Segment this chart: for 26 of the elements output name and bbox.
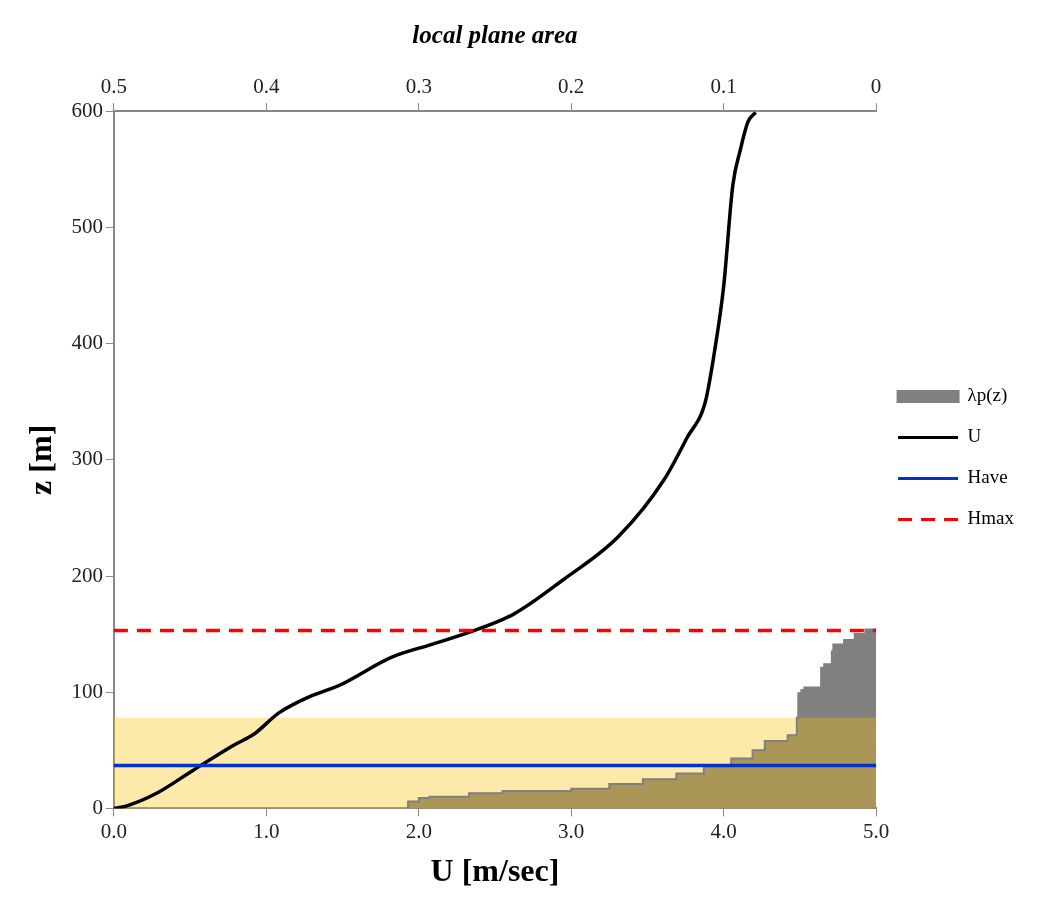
y-tick-label: 300 [71,446,103,471]
y-tick-label: 400 [71,330,103,355]
y-tick-label: 600 [71,97,103,122]
x2-tick-label: 0 [870,74,882,99]
y-tick-label: 500 [71,213,103,238]
x2-tick-label: 0.5 [100,74,128,99]
x-tick-label: 1.0 [253,818,280,843]
y-tick-label: 100 [71,678,103,703]
x-tick-label: 0.0 [100,818,128,843]
legend-label: Hmax [967,507,1015,529]
y-axis-title: z [m] [22,424,59,495]
y-tick-label: 200 [71,562,103,587]
x-tick-label: 3.0 [558,818,585,843]
x2-tick-label: 0.1 [710,74,737,99]
x-axis-title: U [m/sec] [430,852,560,889]
x2-tick-label: 0.3 [405,74,432,99]
x-tick-label: 5.0 [862,818,890,843]
legend-label: U [967,425,982,447]
y-tick-label: 0 [92,794,103,819]
x2-axis-title: local plane area [412,21,578,49]
x-tick-label: 4.0 [710,818,737,843]
x2-tick-label: 0.4 [253,74,280,99]
x-tick-label: 2.0 [405,818,432,843]
legend-label: Have [967,466,1008,488]
legend-label: λp(z) [967,384,1008,407]
x2-tick-label: 0.2 [558,74,585,99]
